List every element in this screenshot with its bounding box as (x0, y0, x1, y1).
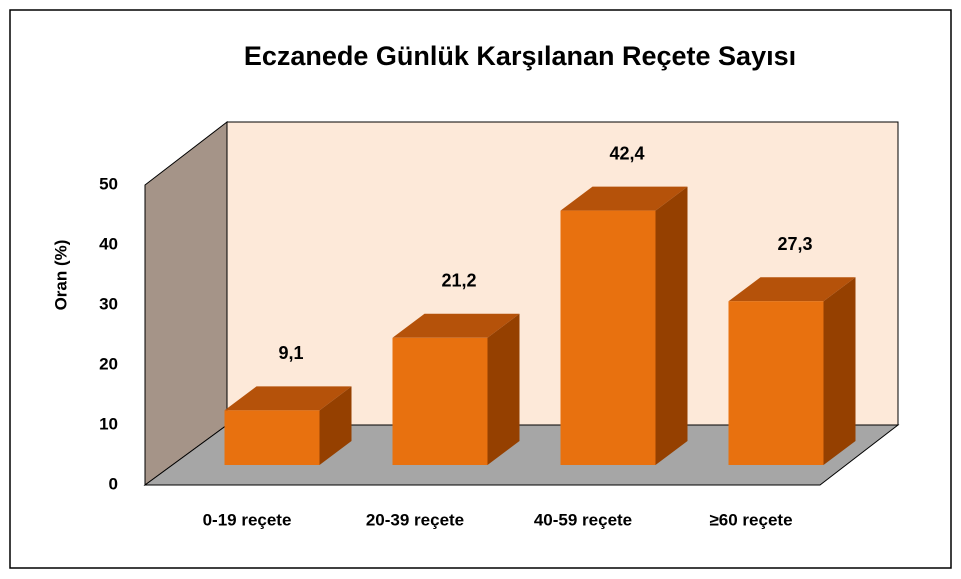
data-label: 42,4 (609, 143, 644, 163)
chart-title: Eczanede Günlük Karşılanan Reçete Sayısı (244, 41, 796, 71)
y-tick-label: 20 (99, 354, 118, 373)
bar (560, 210, 656, 465)
bar (224, 410, 320, 465)
bar-top (560, 186, 688, 211)
y-axis-label: Oran (%) (51, 240, 70, 311)
bar-side (487, 313, 520, 465)
y-tick-label: 0 (109, 474, 118, 493)
y-tick-label: 10 (99, 414, 118, 433)
bar-top (728, 277, 856, 302)
x-tick-label: 0-19 reçete (203, 510, 292, 529)
y-tick-label: 30 (99, 294, 118, 313)
data-label: 9,1 (278, 343, 303, 363)
x-tick-label: 20-39 reçete (366, 510, 464, 529)
bar-top (392, 313, 520, 338)
side-wall (144, 120, 228, 486)
x-tick-label: ≥60 reçete (709, 510, 792, 529)
bar-side (655, 186, 688, 465)
bar-side (823, 277, 856, 465)
x-tick-label: 40-59 reçete (534, 510, 632, 529)
bar-side (319, 386, 352, 465)
bar (392, 337, 488, 465)
data-label: 27,3 (777, 234, 812, 254)
bar-top (224, 386, 352, 411)
data-label: 21,2 (441, 271, 476, 291)
bar (728, 301, 824, 465)
y-tick-label: 50 (99, 174, 118, 193)
y-tick-label: 40 (99, 234, 118, 253)
